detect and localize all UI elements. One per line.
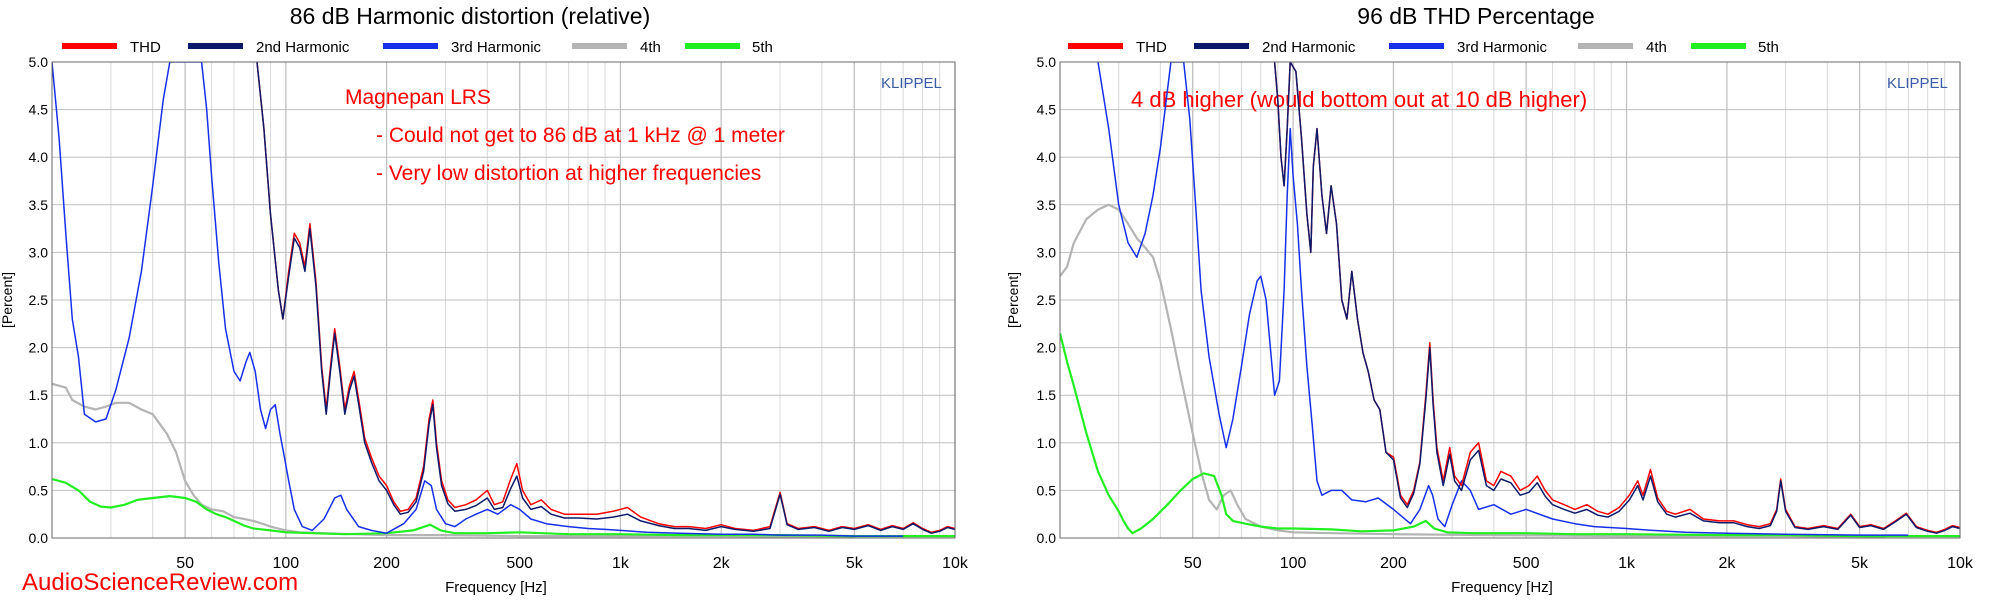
chart-legend: THD 2nd Harmonic 3rd Harmonic 4th 5th (1068, 39, 1779, 56)
series-line (52, 382, 855, 538)
y-tick-label: 0.5 (1037, 482, 1057, 498)
chart-title: 96 dB THD Percentage (1357, 3, 1594, 29)
annotation-text: 4 dB higher (would bottom out at 10 dB h… (1131, 87, 1587, 112)
x-tick-label: 200 (1380, 555, 1407, 572)
x-tick-label: 2k (1718, 555, 1736, 572)
series-line (256, 62, 955, 534)
x-tick-label: 50 (1184, 555, 1202, 572)
x-tick-label: 100 (273, 555, 300, 572)
x-tick-label: 5k (846, 555, 864, 572)
y-tick-label: 2.0 (29, 340, 49, 356)
chart-panel-2: 96 dB THD Percentage THD 2nd Harmonic 3rd H… (1005, 3, 1974, 596)
legend-label: 2nd Harmonic (1262, 39, 1356, 56)
legend-label: 3rd Harmonic (1457, 39, 1548, 56)
x-tick-label: 2k (713, 555, 731, 572)
y-axis-label: [Percent] (0, 272, 15, 328)
series-line (1273, 62, 1960, 534)
x-tick-label: 10k (1947, 555, 1974, 572)
y-tick-label: 5.0 (1037, 54, 1057, 70)
chart-legend: THD 2nd Harmonic 3rd Harmonic 4th 5th (62, 39, 773, 56)
x-tick-label: 100 (1280, 555, 1307, 572)
legend-label: THD (130, 39, 161, 56)
series-group (1060, 62, 1960, 538)
chart-panel-1: 86 dB Harmonic distortion (relative) THD 2… (0, 3, 969, 596)
legend-label: THD (1136, 39, 1167, 56)
y-tick-label: 2.0 (1037, 340, 1057, 356)
x-tick-label: 1k (612, 555, 630, 572)
series-line (1060, 203, 1887, 538)
legend-label: 4th (1646, 39, 1667, 56)
annotation-text: - Could not get to 86 dB at 1 kHz @ 1 me… (376, 124, 785, 147)
x-axis-label: Frequency [Hz] (445, 579, 547, 596)
klippel-watermark: KLIPPEL (881, 75, 942, 92)
series-line (52, 62, 904, 537)
x-tick-label: 10k (942, 555, 969, 572)
y-tick-label: 3.5 (29, 197, 49, 213)
legend-label: 2nd Harmonic (256, 39, 350, 56)
legend-label: 3rd Harmonic (451, 39, 542, 56)
x-tick-label: 200 (373, 555, 400, 572)
y-tick-label: 0.0 (29, 530, 49, 546)
plot-border (51, 61, 956, 539)
annotation-text: - Very low distortion at higher frequenc… (376, 162, 761, 185)
x-tick-label: 500 (506, 555, 533, 572)
legend-label: 4th (640, 39, 661, 56)
y-tick-label: 4.5 (1037, 102, 1057, 118)
y-tick-label: 1.5 (1037, 387, 1057, 403)
y-tick-label: 1.5 (29, 387, 49, 403)
y-axis-label: [Percent] (1005, 272, 1021, 328)
klippel-watermark: KLIPPEL (1887, 75, 1948, 92)
y-tick-label: 4.0 (1037, 149, 1057, 165)
plot-border (1059, 61, 1961, 539)
series-group (52, 62, 955, 538)
y-tick-label: 3.5 (1037, 197, 1057, 213)
y-tick-label: 4.0 (29, 149, 49, 165)
chart-title: 86 dB Harmonic distortion (relative) (290, 3, 650, 29)
y-tick-label: 4.5 (29, 102, 49, 118)
y-tick-label: 3.0 (1037, 244, 1057, 260)
legend-label: 5th (752, 39, 773, 56)
y-tick-label: 3.0 (29, 244, 49, 260)
x-tick-label: 1k (1618, 555, 1636, 572)
y-tick-label: 2.5 (29, 292, 49, 308)
y-tick-label: 2.5 (1037, 292, 1057, 308)
y-tick-label: 0.5 (29, 482, 49, 498)
y-tick-label: 0.0 (1037, 530, 1057, 546)
y-tick-label: 1.0 (29, 435, 49, 451)
y-tick-label: 5.0 (29, 54, 49, 70)
site-watermark: AudioScienceReview.com (22, 569, 299, 596)
annotation-text: Magnepan LRS (345, 86, 491, 109)
x-tick-label: 500 (1513, 555, 1540, 572)
x-tick-label: 5k (1851, 555, 1869, 572)
series-line (1097, 62, 1909, 536)
legend-label: 5th (1758, 39, 1779, 56)
grid (52, 61, 956, 539)
series-line (52, 477, 955, 538)
x-tick-label: 50 (176, 555, 194, 572)
y-tick-label: 1.0 (1037, 435, 1057, 451)
series-line (1060, 333, 1960, 538)
x-axis-label: Frequency [Hz] (1451, 579, 1553, 596)
